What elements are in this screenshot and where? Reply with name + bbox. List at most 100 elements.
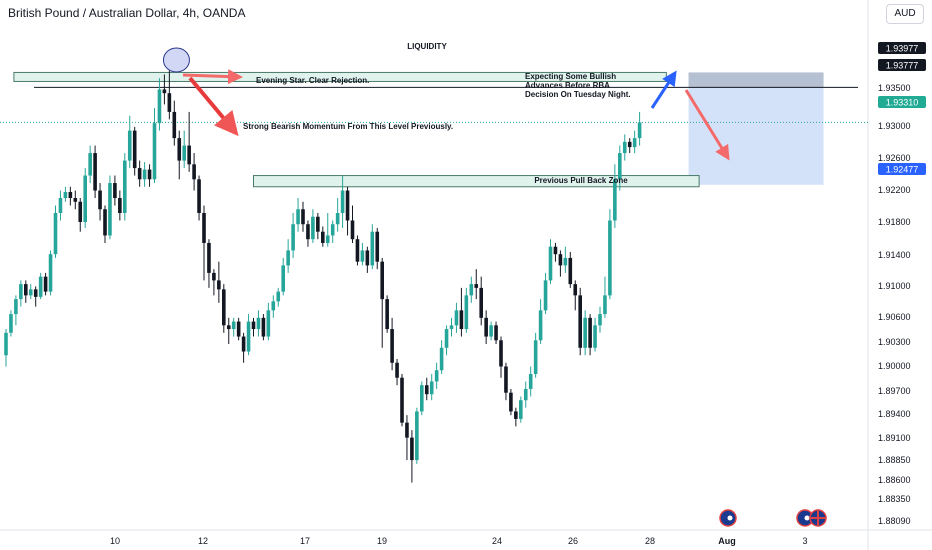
bearish-momentum-note: Strong Bearish Momentum From This Level … [243,122,453,131]
candle-body [340,190,345,213]
candle-body [226,325,231,330]
pull-back-zone-label: Previous Pull Back Zone [534,176,628,185]
candle-body [627,141,632,148]
candle-body [429,381,434,395]
candle-body [494,325,498,341]
candle-body [291,224,295,251]
candle-body [113,183,117,199]
candle-body [578,295,582,348]
candle-body [202,212,206,243]
price-label-text: 1.93977 [886,44,919,54]
candle-body [266,310,271,337]
price-label-box [878,42,926,54]
candle-body [632,138,637,148]
candle-body [261,317,266,337]
y-tick-label: 1.90000 [878,361,911,371]
candle-body [390,329,394,363]
candle-body [251,321,256,330]
candle-body [231,321,236,330]
candle-body [137,168,142,180]
candle-body [519,400,523,419]
candle-body [182,145,186,161]
y-tick-label: 1.89100 [878,433,911,443]
candle-body [380,261,384,300]
candle-body [217,280,221,290]
price-labels: 1.93977 1.93777 1.93310 1.92477 [878,42,926,175]
bearish-momentum-arrow [188,76,239,137]
candle-body [103,209,107,236]
candle-body [434,370,439,382]
candle-body [4,332,8,356]
candle-body [197,179,201,213]
candle-body [167,93,172,112]
candle-body [637,122,642,139]
candle-body [276,291,281,302]
candle-body [360,250,365,262]
candle-body [504,366,508,393]
candle-body [543,280,548,311]
candle-body [162,89,167,94]
candle-body [306,224,310,240]
candle-body [325,235,330,243]
x-tick-label: Aug [718,536,736,546]
candle-body [598,314,602,326]
currency-button[interactable]: AUD [886,4,924,24]
x-tick-label: 17 [300,536,310,546]
candle-body [410,437,414,461]
candle-body [98,190,102,210]
candle-body [127,130,132,161]
candle-body [533,340,538,374]
candle-body [142,169,147,180]
candle-body [553,246,558,255]
candle-body [157,89,162,124]
candle-body [523,388,528,401]
price-axis-ticks: 1.93500 1.93000 1.92600 1.92200 1.91800 1.914… [878,83,911,526]
candle-body [548,246,553,281]
y-tick-label: 1.88090 [878,516,911,526]
price-label-text: 1.93310 [886,98,919,108]
candle-body [370,231,375,266]
candle-body [192,164,196,180]
candle-body [256,317,261,330]
evening-star-note: Evening Star. Clear Rejection. [256,76,369,85]
candle-body [622,141,627,154]
price-label-box [878,96,926,108]
y-tick-label: 1.89700 [878,386,911,396]
price-label-text: 1.93777 [886,61,919,71]
candle-body [271,301,276,311]
candle-body [365,250,370,266]
candle-body [439,347,444,371]
candle-body [583,317,587,348]
candle-body [286,250,290,266]
candles-group [4,70,642,483]
event-flag-aud[interactable] [719,509,737,527]
candle-body [316,216,320,232]
candle-body [489,325,493,337]
candle-body [73,198,78,202]
candle-body [33,289,38,297]
candle-body [573,284,578,296]
candle-body [83,175,87,222]
candle-body [24,284,28,296]
candle-body [152,123,157,180]
y-tick-label: 1.91800 [878,217,911,227]
y-tick-label: 1.92200 [878,185,911,195]
candle-body [93,153,97,191]
bullish-arrow [650,70,677,109]
candle-body [147,169,152,180]
x-tick-label: 12 [198,536,208,546]
candle-body [618,153,622,180]
target-down-arrow [684,89,730,161]
event-flag-gbp[interactable] [809,509,827,527]
candle-body [415,411,419,461]
candle-body [538,310,543,341]
candle-body [593,325,597,348]
event-flag-aud-2[interactable] [796,509,814,527]
candle-body [48,254,53,292]
candle-body [613,179,617,221]
candle-body [212,272,216,281]
candle-body [14,299,18,315]
pull-back-zone [253,175,700,188]
x-tick-label: 3 [802,536,807,546]
